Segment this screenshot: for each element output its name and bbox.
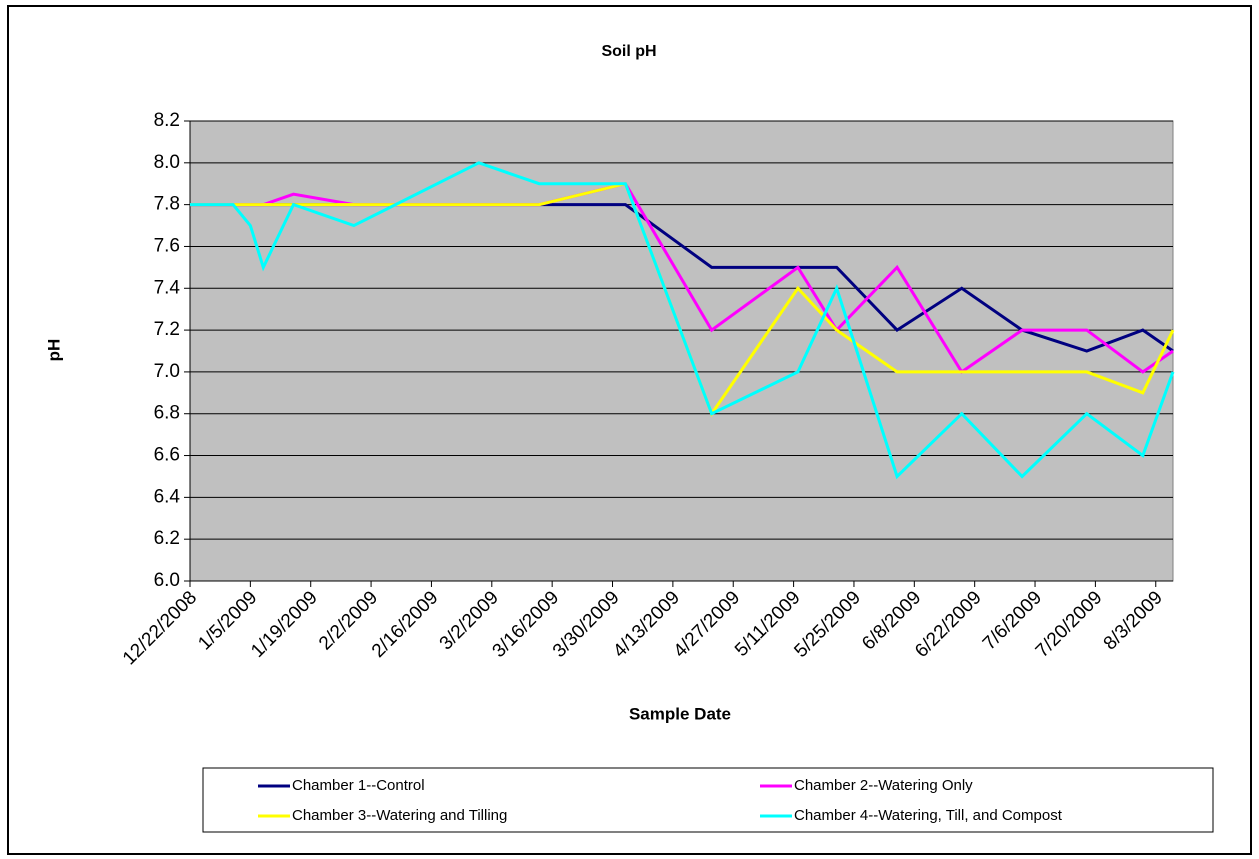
x-axis-label: Sample Date <box>629 704 731 723</box>
plot-area <box>189 120 1174 582</box>
y-tick-label: 8.2 <box>154 110 180 131</box>
y-tick-label: 7.8 <box>154 194 180 215</box>
y-axis-label: pH <box>44 339 63 362</box>
legend-label: Chamber 2--Watering Only <box>794 777 973 794</box>
y-tick-label: 6.8 <box>154 403 180 424</box>
y-tick-label: 7.4 <box>154 277 181 298</box>
legend-label: Chamber 3--Watering and Tilling <box>292 807 507 824</box>
y-tick-label: 7.2 <box>154 319 180 340</box>
y-tick-label: 6.2 <box>154 528 180 549</box>
y-tick-label: 7.6 <box>154 235 180 256</box>
y-tick-label: 6.6 <box>154 445 180 466</box>
series-line <box>190 161 1175 480</box>
y-tick-label: 8.0 <box>154 152 180 173</box>
legend-label: Chamber 1--Control <box>292 777 425 794</box>
legend <box>202 767 1214 833</box>
y-tick-label: 6.0 <box>154 570 180 591</box>
y-tick-label: 7.0 <box>154 361 180 382</box>
legend-label: Chamber 4--Watering, Till, and Compost <box>794 807 1063 824</box>
chart-title: Soil pH <box>601 43 656 60</box>
y-tick-label: 6.4 <box>154 486 181 507</box>
